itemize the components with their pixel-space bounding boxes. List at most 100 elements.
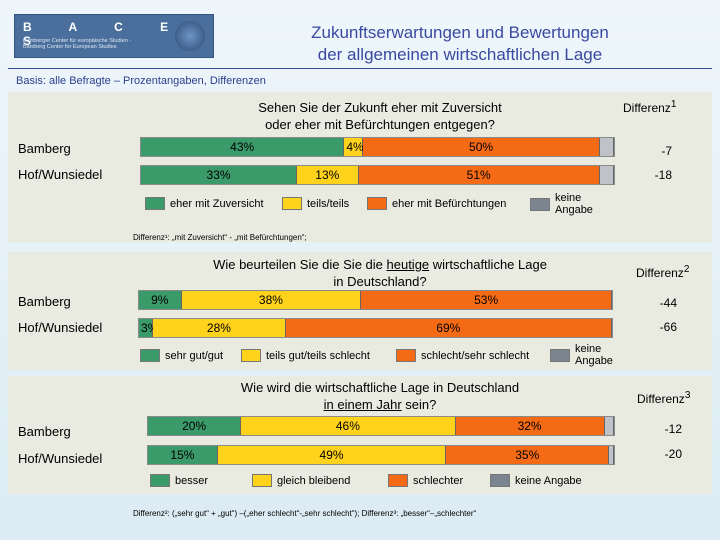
- q2-diff-hof: -66: [659, 320, 677, 334]
- legend-swatch: [145, 197, 165, 210]
- q1-diff-title: Differenz: [623, 101, 671, 115]
- q1-title-line1: Sehen Sie der Zukunft eher mit Zuversich…: [258, 100, 502, 115]
- q2-bar-bamberg: 9% 38% 53%: [138, 290, 613, 310]
- q2-title-line2: in Deutschland?: [333, 274, 427, 289]
- bar-value-label: 32%: [517, 419, 542, 433]
- q3-title-b: sein?: [401, 397, 437, 412]
- page-title-line1: Zukunftserwartungen und Bewertungen: [311, 23, 609, 42]
- q1-bar-bamberg: 43% 4% 50%: [140, 137, 615, 157]
- bar-segment: 69%: [285, 319, 612, 337]
- bar-value-label: 20%: [182, 419, 207, 433]
- bar-segment: 51%: [358, 166, 600, 184]
- q3-legend-item: keine Angabe: [490, 474, 582, 487]
- q2-title: Wie beurteilen Sie die Sie die heutige w…: [165, 256, 595, 290]
- bar-segment: [599, 138, 614, 156]
- q1-row-label-bamberg: Bamberg: [18, 141, 71, 156]
- legend-swatch: [396, 349, 416, 362]
- legend-swatch: [530, 197, 550, 211]
- bar-segment: 50%: [363, 138, 600, 156]
- bar-value-label: 15%: [170, 448, 195, 462]
- bar-segment: [604, 417, 614, 435]
- legend-label: keine Angabe: [555, 192, 593, 216]
- q3-diff-bamberg: -12: [664, 422, 682, 436]
- q2-diff-bamberg: -44: [659, 296, 677, 310]
- bar-segment: 15%: [148, 446, 218, 464]
- page-title-line2: der allgemeinen wirtschaftlichen Lage: [317, 45, 603, 64]
- baces-logo: B A C E S Bamberger Center für europäisc…: [14, 14, 214, 58]
- bar-segment: 4%: [344, 138, 364, 156]
- q3-diff-header: Differenz3: [637, 390, 690, 406]
- legend-label: gleich bleibend: [277, 474, 351, 487]
- legend-swatch: [490, 474, 510, 487]
- bar-value-label: 13%: [315, 168, 340, 182]
- bar-value-label: 49%: [319, 448, 344, 462]
- q3-legend-item: besser: [150, 474, 208, 487]
- legend-swatch: [252, 474, 272, 487]
- q1-bar-hof: 33% 13% 51%: [140, 165, 615, 185]
- bar-value-label: 50%: [469, 140, 494, 154]
- q2-title-a: Wie beurteilen Sie die Sie die: [213, 257, 387, 272]
- q3-footnote: Differenz²: („sehr gut“ + „gut“) –(„eher…: [133, 509, 477, 518]
- legend-label: besser: [175, 474, 209, 487]
- bar-segment: 53%: [361, 291, 612, 309]
- q3-row-label-bamberg: Bamberg: [18, 424, 71, 439]
- bar-segment: 3%: [139, 319, 158, 337]
- q1-diff-header: Differenz1: [623, 99, 676, 115]
- bar-value-label: 69%: [436, 321, 461, 335]
- q2-title-underlined: heutige: [386, 257, 430, 272]
- bar-value-label: 33%: [206, 168, 231, 182]
- q3-bar-hof: 15% 49% 35%: [147, 445, 615, 465]
- q2-title-b: wirtschaftliche Lage: [429, 257, 547, 272]
- q2-diff-header: Differenz2: [636, 264, 689, 280]
- q1-legend: eher mit Zuversicht teils/teils eher mit…: [145, 192, 605, 222]
- bar-segment: 43%: [141, 138, 345, 156]
- bar-segment: [599, 166, 614, 184]
- legend-swatch: [150, 474, 170, 487]
- legend-label: teils/teils: [307, 197, 350, 210]
- legend-label: eher mit Zuversicht: [170, 197, 264, 210]
- logo-word: B A C E S: [23, 20, 186, 48]
- bar-value-label: 28%: [206, 321, 231, 335]
- q2-diff-sup: 2: [683, 264, 690, 275]
- q3-title: Wie wird die wirtschaftliche Lage in Deu…: [180, 379, 580, 413]
- bar-segment: 9%: [139, 291, 182, 309]
- legend-label: teils gut/teils schlecht: [266, 349, 370, 362]
- bar-value-label: 53%: [474, 293, 499, 307]
- bar-value-label: 51%: [466, 168, 491, 182]
- q3-title-line1: Wie wird die wirtschaftliche Lage in Deu…: [240, 380, 520, 395]
- q3-legend-item: schlechter: [388, 474, 463, 487]
- q3-row-label-hof: Hof/Wunsiedel: [18, 451, 103, 466]
- q3-diff-hof: -20: [664, 447, 682, 461]
- legend-swatch: [367, 197, 387, 210]
- legend-label: eher mit Befürchtungen: [392, 197, 507, 210]
- q3-diff-title: Differenz: [637, 392, 685, 406]
- q1-legend-item: teils/teils: [282, 197, 349, 210]
- bar-segment: 49%: [217, 446, 447, 464]
- q3-diff-sup: 3: [684, 390, 691, 401]
- legend-swatch: [282, 197, 302, 210]
- legend-label: sehr gut/gut: [165, 349, 224, 362]
- q2-legend-item: keine Angabe: [550, 343, 623, 367]
- bar-segment: 32%: [455, 417, 605, 435]
- bar-value-label: 38%: [258, 293, 283, 307]
- q3-legend: besser gleich bleibend schlechter keine …: [150, 472, 610, 488]
- q2-row-label-bamberg: Bamberg: [18, 294, 71, 309]
- panel-heutige-lage: [8, 252, 712, 370]
- bar-segment: 28%: [153, 319, 286, 337]
- legend-label: keine Angabe: [575, 343, 613, 367]
- legend-swatch: [241, 349, 261, 362]
- q1-footnote: Differenz¹: „mit Zuversicht“ - „mit Befü…: [133, 233, 307, 242]
- q2-title-line1: Wie beurteilen Sie die Sie die heutige w…: [165, 256, 595, 273]
- bar-segment: [609, 446, 614, 464]
- bar-segment: 20%: [148, 417, 242, 435]
- q2-legend-item: schlecht/sehr schlecht: [396, 349, 529, 362]
- bar-value-label: 43%: [230, 140, 255, 154]
- q2-legend-item: sehr gut/gut: [140, 349, 223, 362]
- q3-title-underlined: in einem Jahr: [323, 397, 402, 412]
- bar-value-label: 46%: [335, 419, 360, 433]
- q1-diff-hof: -18: [654, 168, 672, 182]
- q2-legend-item: teils gut/teils schlecht: [241, 349, 370, 362]
- legend-swatch: [140, 349, 160, 362]
- q2-row-label-hof: Hof/Wunsiedel: [18, 320, 103, 335]
- bar-segment: 13%: [297, 166, 359, 184]
